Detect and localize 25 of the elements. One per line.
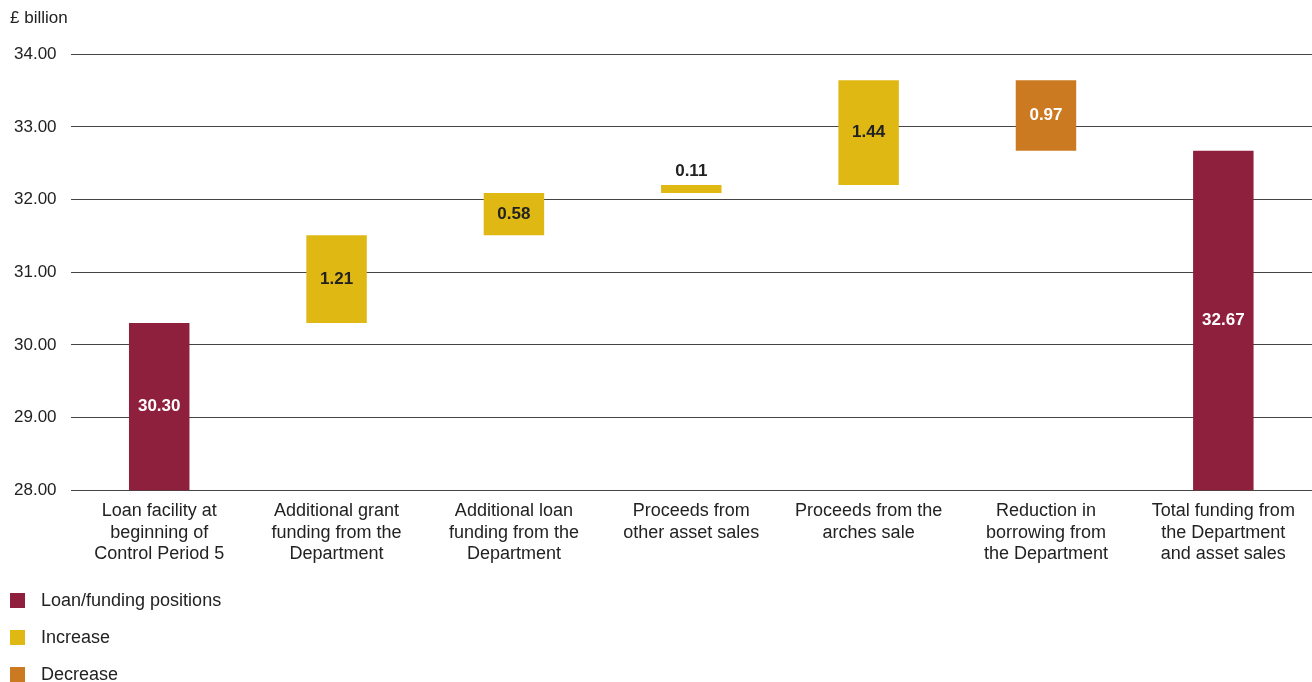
legend-label: Decrease <box>41 664 119 682</box>
data-label: 0.11 <box>675 160 708 180</box>
legend-label: Loan/funding positions <box>41 590 222 611</box>
data-label: 1.21 <box>320 268 354 288</box>
y-tick-label: 33.00 <box>13 116 57 136</box>
x-tick-label: Additional loan funding from the Department <box>448 499 579 564</box>
x-tick-label: Total funding from the Department and asset sales <box>1151 499 1295 564</box>
x-tick-label: Reduction in borrowing from the Department <box>983 499 1109 564</box>
y-tick-label: 29.00 <box>13 407 57 427</box>
data-label: 0.58 <box>497 203 531 223</box>
data-label: 0.97 <box>1029 105 1063 125</box>
data-label: 30.30 <box>137 396 181 416</box>
x-tick-label: Loan facility at beginning of Control Period 5 <box>94 499 225 564</box>
y-tick-label: 32.00 <box>13 189 57 209</box>
x-tick-label: Additional grant funding from the Department <box>271 499 402 564</box>
data-label: 32.67 <box>1202 310 1245 330</box>
y-tick-label: 30.00 <box>13 334 57 354</box>
legend-label: Increase <box>41 627 111 648</box>
x-tick-label: Proceeds from other asset sales <box>623 499 760 542</box>
data-label: 1.44 <box>852 122 886 142</box>
y-tick-label: 31.00 <box>13 261 57 281</box>
y-tick-label: 28.00 <box>13 479 57 499</box>
y-axis-title: £ billion <box>10 8 68 28</box>
x-tick-label: Proceeds from the arches sale <box>795 499 943 542</box>
y-tick-label: 34.00 <box>13 43 57 63</box>
